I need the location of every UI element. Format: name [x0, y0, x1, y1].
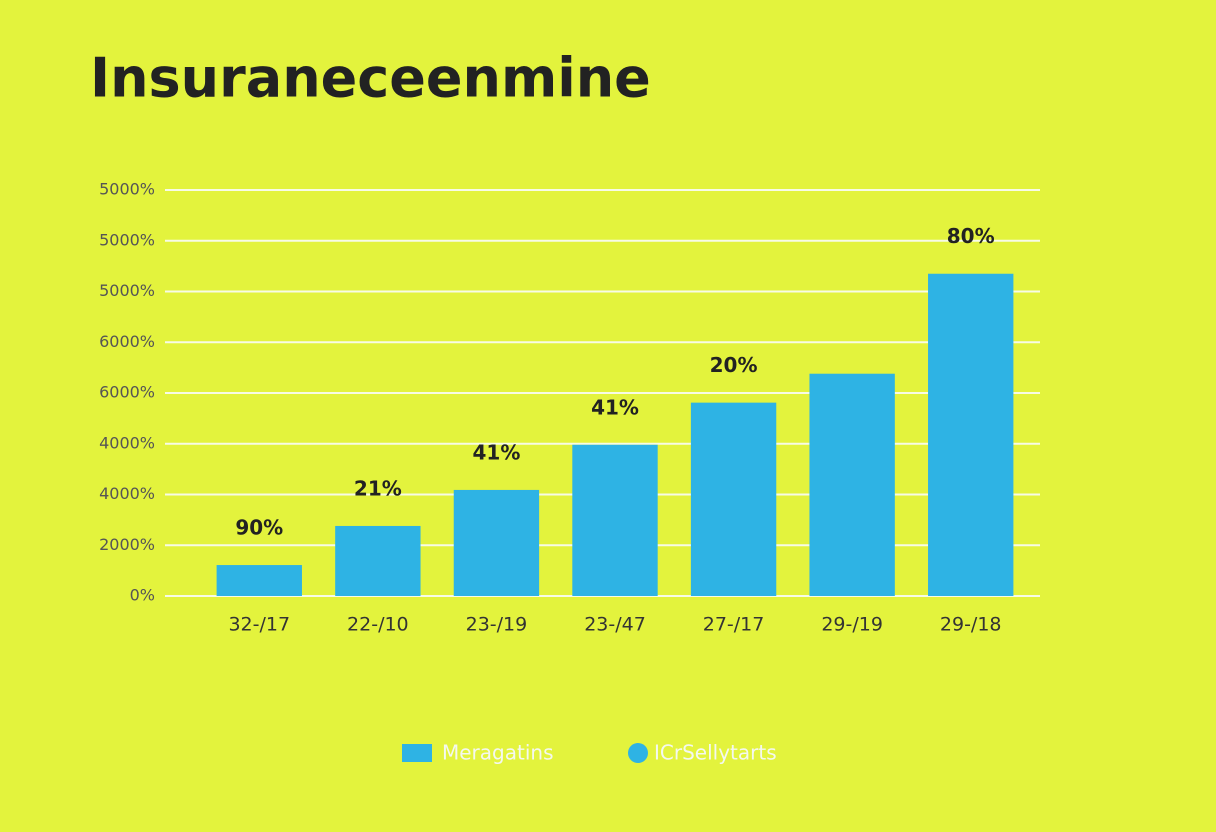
- bar-label: 90%: [235, 516, 283, 540]
- bar-label: 41%: [472, 440, 520, 464]
- legend-marker: [628, 743, 648, 763]
- bar: [453, 489, 540, 596]
- bar: [809, 373, 895, 596]
- bar: [928, 273, 1014, 596]
- legend-label: Meragatins: [442, 741, 553, 765]
- x-tick-label: 29-/18: [940, 614, 1002, 636]
- x-tick-label: 22-/10: [347, 614, 409, 636]
- x-tick-label: 23-/47: [584, 614, 646, 636]
- bar-label: 21%: [354, 476, 402, 500]
- bar: [690, 402, 777, 596]
- chart-title: Insuraneceenmine: [90, 47, 651, 110]
- legend-label: ICrSellytarts: [654, 741, 777, 765]
- y-tick-label: 6000%: [99, 383, 155, 402]
- bar: [216, 565, 302, 596]
- bar-label: 20%: [710, 353, 758, 377]
- y-tick-label: 5000%: [99, 230, 155, 249]
- y-tick-label: 6000%: [99, 332, 155, 351]
- legend-marker: [402, 744, 432, 762]
- x-tick-label: 29-/19: [821, 614, 883, 636]
- x-tick-label: 23-/19: [466, 614, 528, 636]
- y-tick-label: 2000%: [99, 535, 155, 554]
- bar: [572, 444, 658, 596]
- bar: [335, 525, 421, 596]
- x-tick-label: 32-/17: [228, 614, 290, 636]
- y-tick-label: 5000%: [99, 281, 155, 300]
- y-tick-label: 4000%: [99, 433, 155, 452]
- y-tick-label: 0%: [130, 586, 155, 605]
- x-tick-label: 27-/17: [703, 614, 765, 636]
- bar-label: 80%: [947, 224, 995, 248]
- y-tick-label: 4000%: [99, 484, 155, 503]
- bar-label: 41%: [591, 395, 639, 419]
- y-tick-label: 5000%: [99, 180, 155, 199]
